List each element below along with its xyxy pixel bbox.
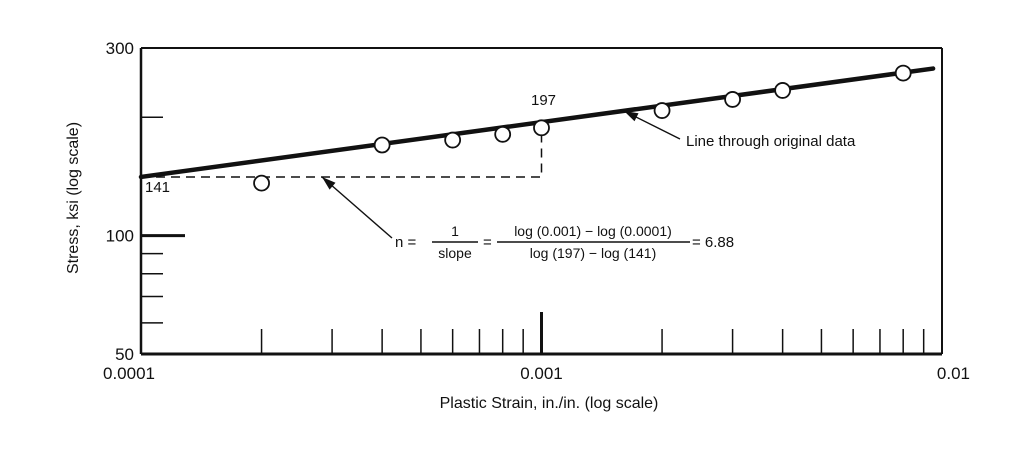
fit-label-arrow-head	[624, 111, 639, 122]
formula-frac1-num: 1	[451, 223, 459, 239]
y-axis-label: Stress, ksi (log scale)	[65, 122, 82, 274]
data-point	[253, 174, 270, 192]
formula-arrow	[321, 176, 393, 239]
data-point	[533, 119, 550, 137]
slope-construction-dashed	[141, 119, 543, 178]
data-point	[373, 136, 391, 154]
tick-layer	[141, 116, 925, 354]
data-point	[724, 91, 741, 108]
formula-eq: =	[483, 234, 492, 251]
formula-arrow-head	[322, 177, 336, 190]
data-point	[653, 102, 671, 119]
x-tick-label: 0.01	[937, 364, 970, 383]
formula-frac1-den: slope	[438, 245, 472, 261]
formula-result: = 6.88	[692, 234, 734, 251]
labels-layer: 0.0001 0.001 0.01 50 100 300	[103, 39, 970, 383]
x-axis-label: Plastic Strain, in./in. (log scale)	[440, 395, 659, 412]
data-point	[894, 64, 912, 82]
formula-frac2-num: log (0.001) − log (0.0001)	[514, 223, 672, 239]
construction-layer	[141, 110, 681, 239]
data-point	[444, 131, 462, 149]
x-tick-label: 0.0001	[103, 364, 155, 383]
label-197: 197	[531, 92, 556, 109]
slope-formula: n = 1 slope = log (0.001) − log (0.0001)…	[395, 223, 734, 261]
y-tick-label: 100	[106, 227, 134, 246]
y-tick-label: 50	[115, 345, 134, 364]
fit-line-label: Line through original data	[686, 133, 856, 150]
data-point	[774, 82, 792, 99]
points-layer	[253, 64, 912, 192]
formula-frac2-den: log (197) − log (141)	[530, 245, 656, 261]
label-141: 141	[145, 179, 170, 196]
x-tick-label: 0.001	[520, 364, 563, 383]
y-tick-label: 300	[106, 39, 134, 58]
data-point	[494, 125, 512, 143]
formula-n: n =	[395, 234, 417, 251]
